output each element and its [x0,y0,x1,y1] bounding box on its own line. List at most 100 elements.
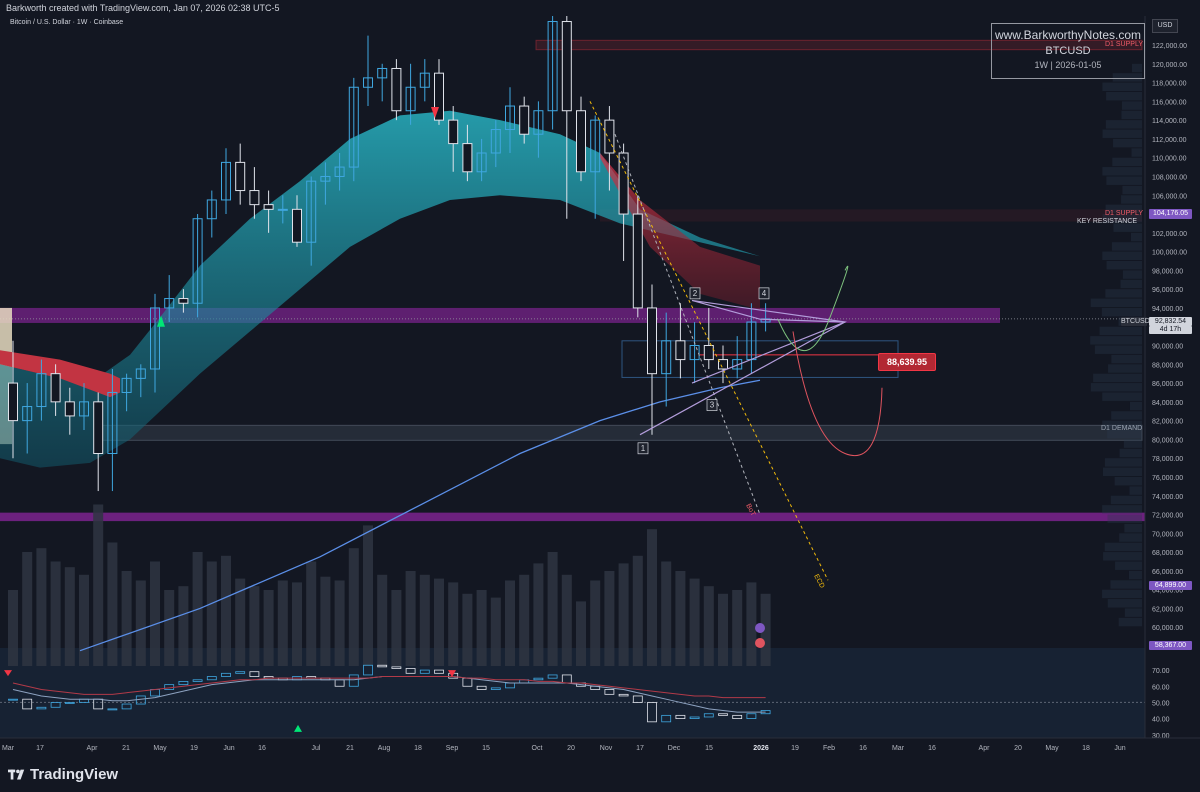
osc-candle [192,679,203,682]
candle-body [547,21,558,112]
flag-icon [755,638,765,648]
time-tick-label: 16 [258,745,266,752]
osc-red-line [12,676,766,699]
volume-profile-bin [1090,298,1142,307]
ticker-tag: BTCUSD [1121,317,1150,326]
volume-profile-bin [1106,91,1142,101]
osc-candle [419,669,430,674]
volume-bar [590,580,601,666]
price-tick-label: 60,000.00 [1152,625,1183,632]
volume-bar [178,586,189,666]
time-tick-label: 18 [1082,745,1090,752]
candle-body [647,307,657,375]
last-price-tag: 92,832.54 [1149,317,1192,326]
zone-label-d1-supply-top: D1 SUPPLY [1105,41,1143,48]
price-tick-label: 68,000.00 [1152,550,1183,557]
volume-profile-bin [1101,307,1142,317]
volume-profile-bin [1111,354,1142,364]
candle-body [206,199,217,220]
volume-profile-bin [1132,63,1142,73]
osc-candle [221,672,231,677]
osc-candle [178,681,189,686]
volume-profile-bin [1118,617,1142,627]
candle-body [348,86,359,168]
volume-profile-bin [1094,345,1142,354]
price-tick-label: 72,000.00 [1152,513,1183,520]
currency-button[interactable]: USD [1152,19,1178,33]
osc-candle [547,674,558,679]
volume-profile-bin [1107,430,1142,439]
time-tick-label: Jun [223,745,234,752]
time-tick-label: May [1045,745,1059,752]
osc-candle [632,695,643,703]
candle-body [661,340,672,375]
volume-profile-bin [1102,251,1142,261]
volume-bar [377,574,388,666]
volume-profile-bin [1104,542,1142,552]
time-tick-label: 21 [346,745,354,752]
volume-profile-bin [1102,505,1142,514]
volume-bar [206,561,217,666]
volume-profile-bin [1121,101,1142,110]
time-tick-label: 20 [567,745,575,752]
watermark-site: www.BarkworthyNotes.com [994,28,1142,42]
price-tick-label: 118,000.00 [1152,81,1187,88]
osc-candle [363,664,373,676]
osc-candle [107,708,118,711]
osc-candle [8,698,18,701]
time-tick-label: 17 [636,745,644,752]
candle-body [576,110,586,173]
volume-bar [50,561,61,666]
volume-profile-bin [1104,458,1142,467]
candle-body [618,152,629,215]
volume-profile-bin [1122,185,1142,195]
volume-bar [249,586,260,666]
time-tick-label: 18 [414,745,422,752]
ma-level-tag: 58,367.00 [1149,641,1192,650]
osc-candle [718,713,728,716]
volume-bar [363,525,373,666]
osc-candle [618,693,629,697]
time-tick-label: 20 [1014,745,1022,752]
volume-profile-bin [1124,523,1142,533]
volume-profile-bin [1102,167,1142,176]
tradingview-logo[interactable]: TradingView [8,766,118,783]
price-axis[interactable]: 58,000.0060,000.0062,000.0064,000.0066,0… [1144,16,1200,758]
time-tick-label: 15 [705,745,713,752]
candle-body [164,298,175,309]
publisher-credit: Barkworth created with TradingView.com, … [6,3,280,13]
price-tick-label: 62,000.00 [1152,606,1183,613]
volume-bar [476,590,487,666]
candle-body [391,67,402,112]
volume-profile-bin [1114,476,1142,486]
buy-signal-icon [157,315,165,327]
volume-bar [221,555,231,666]
volume-bar [547,552,558,666]
zone-label-d1-supply-mid: D1 SUPPLY [1105,210,1143,217]
time-tick-label: Nov [600,745,613,752]
volume-bar [519,574,530,666]
event-icon [755,623,765,633]
time-axis[interactable]: Mar 17 Apr 21 May 19 Jun 16 Jul 21 Aug 18 Sep 15 Oct 20… [0,737,1200,752]
volume-bar [675,571,686,666]
axis-background [1145,16,1200,758]
osc-candle [377,664,388,668]
volume-profile-bin [1108,364,1142,373]
candle-body [590,119,601,173]
time-tick-label: 16 [859,745,867,752]
volume-profile-bin [1122,270,1142,279]
candle-body [263,204,274,210]
osc-candle [476,685,487,690]
osc-candle [405,668,416,674]
time-tick-label: 16 [928,745,936,752]
volume-bar [760,593,771,666]
volume-profile-bin [1103,552,1142,561]
candle-body [334,166,345,177]
price-tick-label: 108,000.00 [1152,174,1187,181]
wave-label-box [689,287,701,300]
ecd-trendline [589,101,829,581]
volume-bar [391,590,402,666]
zone-d1-demand [99,424,1143,441]
osc-candle [249,671,260,677]
